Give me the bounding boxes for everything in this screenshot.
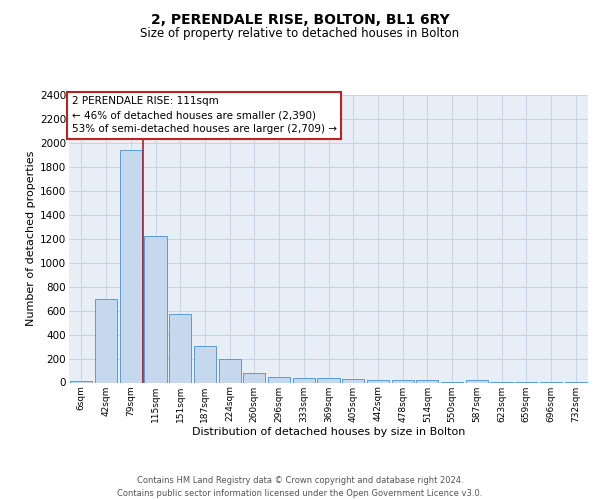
Bar [268, 377, 290, 382]
Bar [95, 298, 117, 382]
Bar [416, 380, 439, 382]
Bar [194, 346, 216, 383]
Bar [119, 150, 142, 382]
Bar [466, 380, 488, 382]
Text: Contains HM Land Registry data © Crown copyright and database right 2024.
Contai: Contains HM Land Registry data © Crown c… [118, 476, 482, 498]
Y-axis label: Number of detached properties: Number of detached properties [26, 151, 36, 326]
Text: Size of property relative to detached houses in Bolton: Size of property relative to detached ho… [140, 28, 460, 40]
Bar [367, 380, 389, 382]
Bar [392, 380, 414, 382]
Bar [293, 378, 315, 382]
X-axis label: Distribution of detached houses by size in Bolton: Distribution of detached houses by size … [192, 427, 465, 437]
Bar [317, 378, 340, 382]
Bar [70, 380, 92, 382]
Bar [243, 372, 265, 382]
Bar [145, 236, 167, 382]
Text: 2, PERENDALE RISE, BOLTON, BL1 6RY: 2, PERENDALE RISE, BOLTON, BL1 6RY [151, 12, 449, 26]
Bar [169, 314, 191, 382]
Bar [342, 379, 364, 382]
Text: 2 PERENDALE RISE: 111sqm
← 46% of detached houses are smaller (2,390)
53% of sem: 2 PERENDALE RISE: 111sqm ← 46% of detach… [71, 96, 337, 134]
Bar [218, 358, 241, 382]
